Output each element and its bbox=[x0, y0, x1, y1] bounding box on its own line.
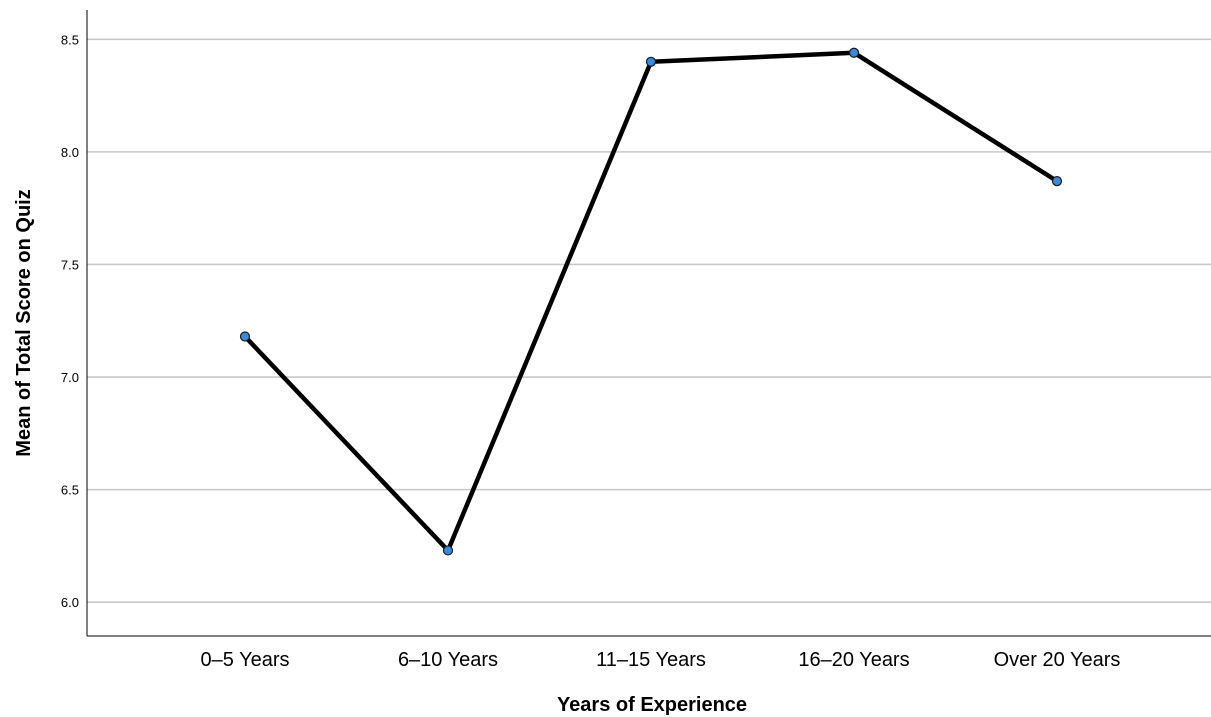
y-tick-label: 6.5 bbox=[61, 483, 79, 498]
data-point bbox=[848, 47, 860, 58]
x-tick-label: 11–15 Years bbox=[596, 649, 706, 671]
series-line bbox=[242, 50, 1060, 553]
y-tick-label: 8.0 bbox=[61, 145, 79, 160]
y-tick-label: 7.0 bbox=[61, 370, 79, 385]
data-point bbox=[1051, 176, 1063, 187]
x-axis-title: Years of Experience bbox=[557, 694, 747, 716]
y-axis-title: Mean of Total Score on Quiz bbox=[13, 189, 35, 456]
data-point bbox=[645, 56, 657, 67]
y-tick-labels: 6.0 6.5 7.0 7.5 8.0 8.5 bbox=[61, 32, 79, 610]
y-tick-label: 8.5 bbox=[61, 32, 79, 47]
y-tick-label: 6.0 bbox=[61, 595, 79, 610]
x-category-labels: 0–5 Years 6–10 Years 11–15 Years 16–20 Year… bbox=[201, 649, 1121, 671]
x-tick-label: 16–20 Years bbox=[798, 649, 909, 671]
data-point bbox=[442, 545, 454, 556]
series-group bbox=[239, 47, 1063, 556]
gridlines bbox=[87, 38, 1211, 604]
x-tick-label: Over 20 Years bbox=[994, 649, 1121, 671]
x-tick-label: 6–10 Years bbox=[398, 649, 498, 671]
x-tick-label: 0–5 Years bbox=[201, 649, 290, 671]
data-point bbox=[239, 331, 251, 342]
y-tick-label: 7.5 bbox=[61, 257, 79, 272]
